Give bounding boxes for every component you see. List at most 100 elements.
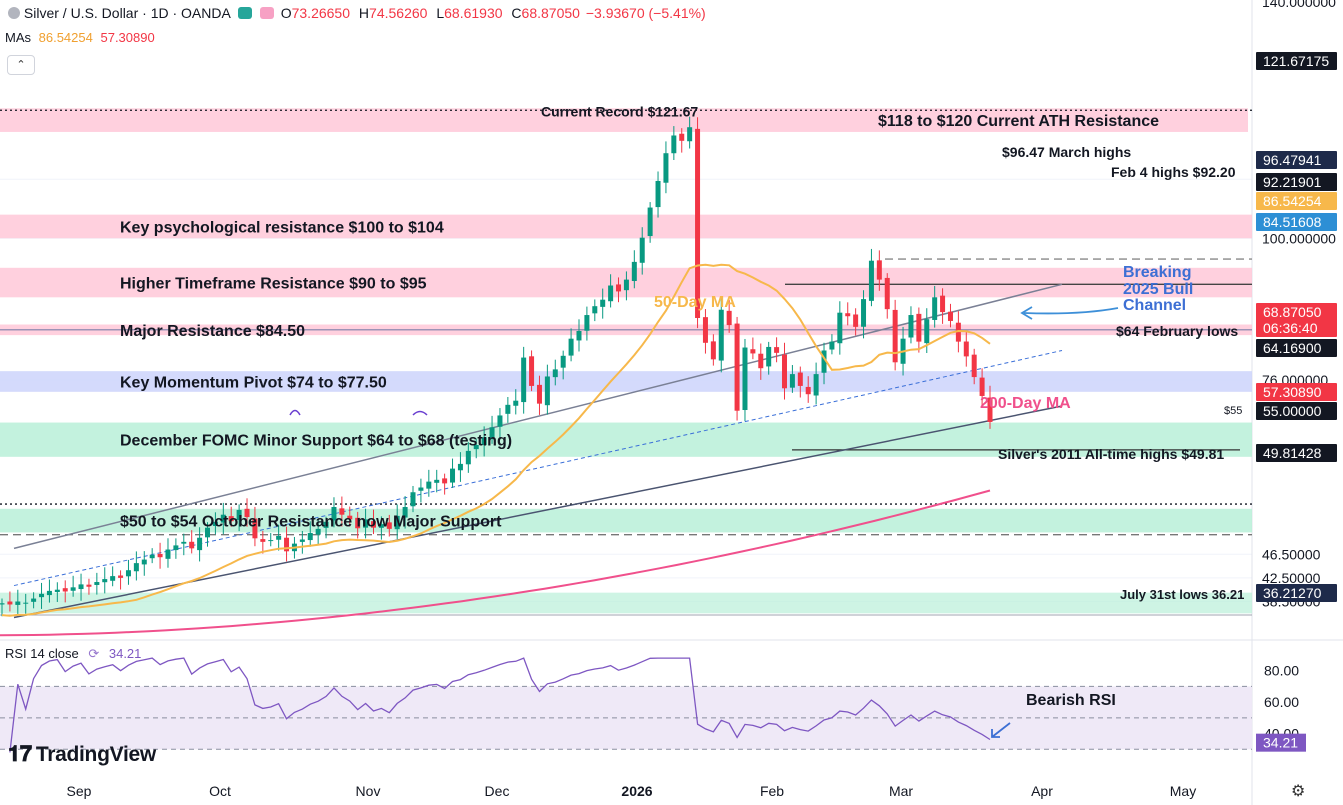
price-label: 121.67175 bbox=[1263, 53, 1329, 69]
loading-icon: ⟳ bbox=[88, 646, 100, 661]
tradingview-logo-text: TradingView bbox=[35, 743, 156, 766]
candle-body bbox=[805, 386, 811, 395]
price-label: 49.81428 bbox=[1263, 445, 1322, 461]
rsi-tick-label: 60.00 bbox=[1264, 694, 1299, 710]
candle-body bbox=[205, 527, 211, 538]
candle-body bbox=[821, 350, 827, 373]
price-label: 68.87050 bbox=[1263, 304, 1322, 320]
ma-legend-label: MAs bbox=[5, 30, 31, 45]
candle-body bbox=[355, 517, 361, 529]
annotation-label: 200-Day MA bbox=[980, 395, 1071, 412]
candle-body bbox=[671, 135, 677, 154]
time-axis: Sep Oct Nov Dec 2026 Feb Mar Apr May bbox=[67, 783, 1197, 799]
candle-body bbox=[695, 128, 701, 318]
arrow-head-icon bbox=[1020, 306, 1033, 320]
annotation-label: Channel bbox=[1123, 297, 1186, 314]
rsi-legend[interactable]: RSI 14 close ⟳ 34.21 bbox=[5, 646, 141, 662]
price-label-bg bbox=[1256, 151, 1337, 169]
candle-body bbox=[402, 507, 408, 518]
collapse-legend-button[interactable]: ⌃ bbox=[7, 55, 35, 75]
moving-averages bbox=[0, 263, 991, 637]
candle-body bbox=[853, 314, 859, 327]
annotation-label: 50-Day MA bbox=[654, 294, 736, 311]
candle-body bbox=[70, 587, 76, 591]
price-label-bg bbox=[1256, 173, 1337, 191]
price-label-bg bbox=[1256, 444, 1337, 462]
time-tick-label: Feb bbox=[760, 783, 784, 799]
price-label: 36.21270 bbox=[1263, 585, 1322, 601]
candle-body bbox=[774, 347, 780, 353]
candle-body bbox=[584, 315, 590, 331]
candle-body bbox=[189, 541, 195, 549]
candle-body bbox=[465, 450, 471, 465]
open-label: O bbox=[280, 5, 292, 21]
candle-body bbox=[789, 374, 795, 388]
price-label-bg bbox=[1256, 303, 1337, 321]
compare-icon[interactable] bbox=[259, 7, 274, 19]
candle-body bbox=[758, 353, 764, 369]
tradingview-logo[interactable]: 𝟏𝟕 TradingView bbox=[8, 741, 156, 767]
candle-body bbox=[734, 323, 740, 411]
annotation-label: Silver's 2011 All-time highs $49.81 bbox=[998, 446, 1224, 462]
candle-body bbox=[228, 516, 234, 522]
time-tick-label: 2026 bbox=[621, 783, 652, 799]
price-label: 84.51608 bbox=[1263, 214, 1322, 230]
price-axis: 140.000000110.000000100.00000076.0000004… bbox=[1256, 0, 1337, 610]
candle-body bbox=[386, 522, 392, 529]
candle-body bbox=[481, 437, 487, 446]
symbol-title[interactable]: Silver / U.S. Dollar · 1D · OANDA bbox=[23, 5, 231, 21]
high-value: 74.56260 bbox=[369, 5, 428, 21]
price-tick-label: 46.50000 bbox=[1262, 546, 1321, 562]
candle-body bbox=[426, 481, 432, 489]
candle-body bbox=[924, 319, 930, 344]
time-tick-label: May bbox=[1170, 783, 1196, 799]
time-tick-label: Oct bbox=[209, 783, 231, 799]
price-tick-label: 100.000000 bbox=[1262, 230, 1336, 246]
peak-marker-icon bbox=[412, 410, 428, 416]
candle-body bbox=[212, 521, 218, 527]
zone-support bbox=[0, 422, 1252, 457]
candle-body bbox=[861, 299, 867, 327]
candle-body bbox=[631, 261, 637, 282]
candle-body bbox=[679, 133, 685, 141]
candle-body bbox=[39, 593, 45, 598]
rsi-value-label: 34.21 bbox=[1263, 735, 1298, 751]
candle-body bbox=[971, 354, 977, 378]
candle-body bbox=[837, 312, 843, 344]
candle-body bbox=[299, 539, 305, 542]
ma50-line bbox=[1, 263, 991, 617]
ma-legend[interactable]: MAs 86.54254 57.30890 bbox=[5, 30, 155, 45]
candle-body bbox=[916, 313, 922, 342]
candle-body bbox=[94, 582, 100, 585]
candle-body bbox=[655, 180, 661, 208]
open-value: 73.26650 bbox=[291, 5, 351, 21]
time-tick-label: Mar bbox=[889, 783, 913, 799]
gear-icon[interactable]: ⚙ bbox=[1291, 783, 1306, 800]
candle-body bbox=[331, 507, 337, 521]
candle-body bbox=[197, 537, 203, 551]
candle-body bbox=[141, 559, 147, 565]
ma50-value: 86.54254 bbox=[38, 30, 93, 45]
candle-body bbox=[220, 514, 226, 523]
candle-body bbox=[323, 521, 329, 528]
trend-lines bbox=[0, 109, 1252, 619]
candle-body bbox=[23, 602, 29, 604]
price-label: 96.47941 bbox=[1263, 152, 1322, 168]
candle-body bbox=[236, 509, 242, 520]
candle-body bbox=[457, 463, 463, 471]
annotation-label: $64 February lows bbox=[1116, 323, 1238, 339]
annotation-label: Bearish RSI bbox=[1026, 692, 1116, 709]
status-icon bbox=[237, 7, 252, 19]
rsi-label: RSI 14 close bbox=[5, 646, 79, 661]
candle-body bbox=[284, 537, 290, 552]
price-tick-label: 140.000000 bbox=[1262, 0, 1336, 10]
candle-body bbox=[639, 237, 645, 263]
candlesticks bbox=[0, 116, 993, 617]
candle-body bbox=[687, 127, 693, 142]
annotation-label: Feb 4 highs $92.20 bbox=[1111, 164, 1236, 180]
candle-body bbox=[987, 397, 993, 422]
candle-body bbox=[434, 479, 440, 483]
candle-body bbox=[102, 579, 108, 583]
channel-upper-line bbox=[13, 283, 1063, 550]
